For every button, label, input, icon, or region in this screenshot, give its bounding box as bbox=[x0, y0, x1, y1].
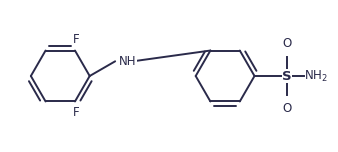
Text: O: O bbox=[282, 37, 292, 50]
Text: NH: NH bbox=[119, 55, 137, 68]
Text: S: S bbox=[282, 69, 292, 83]
Text: F: F bbox=[73, 33, 80, 46]
Text: O: O bbox=[282, 102, 292, 115]
Text: F: F bbox=[73, 106, 80, 119]
Text: NH$_2$: NH$_2$ bbox=[304, 68, 328, 84]
